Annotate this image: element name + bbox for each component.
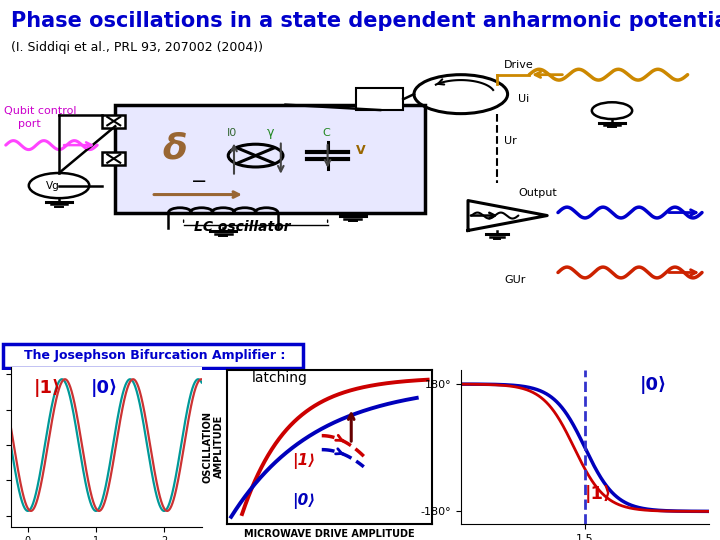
X-axis label: MICROWAVE DRIVE AMPLITUDE: MICROWAVE DRIVE AMPLITUDE xyxy=(244,529,415,539)
Text: Vg: Vg xyxy=(46,180,60,191)
Text: I0: I0 xyxy=(227,128,237,138)
Text: latching: latching xyxy=(251,371,307,385)
Text: Drive: Drive xyxy=(504,60,534,70)
Text: V: V xyxy=(356,144,366,157)
Y-axis label: OSCILLATION
AMPLITUDE: OSCILLATION AMPLITUDE xyxy=(202,411,224,483)
Text: C: C xyxy=(323,128,330,138)
Polygon shape xyxy=(468,200,547,231)
Text: Phase oscillations in a state dependent anharmonic potential: Phase oscillations in a state dependent … xyxy=(11,11,720,31)
Text: |1⟩: |1⟩ xyxy=(585,485,612,503)
Bar xyxy=(102,114,125,128)
Text: GUr: GUr xyxy=(504,275,526,285)
Text: |0⟩: |0⟩ xyxy=(292,494,315,509)
Text: |1⟩: |1⟩ xyxy=(292,453,315,469)
Text: −: − xyxy=(191,172,207,191)
Text: |1⟩: |1⟩ xyxy=(34,379,61,397)
Text: port: port xyxy=(4,119,40,129)
Text: |0⟩: |0⟩ xyxy=(91,379,118,397)
Text: LC oscillator: LC oscillator xyxy=(194,220,291,233)
Bar xyxy=(102,152,125,165)
Bar xyxy=(356,89,403,110)
Text: δ: δ xyxy=(162,132,187,166)
Text: γ: γ xyxy=(266,126,274,139)
Text: (I. Siddiqi et al., PRL 93, 207002 (2004)): (I. Siddiqi et al., PRL 93, 207002 (2004… xyxy=(11,41,263,54)
Bar xyxy=(115,105,425,213)
FancyBboxPatch shape xyxy=(3,344,303,368)
Text: Qubit control: Qubit control xyxy=(4,106,76,116)
Text: Output: Output xyxy=(518,188,557,198)
Text: The Josephson Bifurcation Amplifier :: The Josephson Bifurcation Amplifier : xyxy=(24,349,286,362)
Text: Ui: Ui xyxy=(518,93,530,104)
Text: |0⟩: |0⟩ xyxy=(639,376,667,394)
Text: Ur: Ur xyxy=(504,136,517,146)
